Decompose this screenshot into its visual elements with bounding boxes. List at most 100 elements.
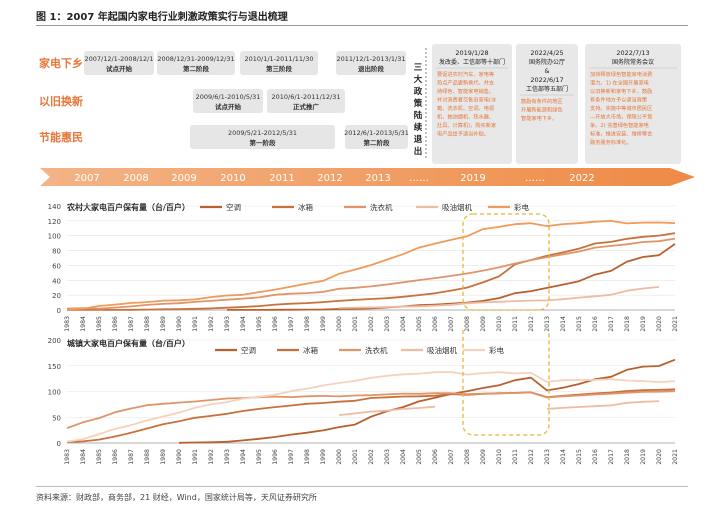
policy-text-line: 箱、洗衣机、空调、电视 bbox=[437, 104, 494, 112]
timeline-arrow bbox=[40, 168, 695, 186]
policy-text-line: 潜力。1) 在全国开展家电 bbox=[590, 79, 649, 87]
policy-note-box: 2019/1/28发改委、工信部等十部门要促进农村汽车、家电等热点产品更新换代，… bbox=[432, 44, 512, 164]
x-tick-label: 2014 bbox=[560, 449, 567, 465]
x-tick-label: 2007 bbox=[448, 449, 455, 465]
policy-text-line: 并对消费者交售旧家电(冰 bbox=[437, 96, 497, 104]
x-tick-label: 1988 bbox=[144, 449, 151, 465]
x-tick-label: 1983 bbox=[64, 316, 71, 332]
x-tick-label: 1987 bbox=[128, 316, 135, 332]
x-tick-label: 2005 bbox=[416, 449, 423, 465]
x-tick-label: 2008 bbox=[464, 316, 471, 332]
source-divider bbox=[36, 486, 688, 487]
y-tick-label: 140 bbox=[48, 203, 61, 211]
x-tick-label: 1992 bbox=[208, 316, 215, 332]
timeline-year-label: 2012 bbox=[317, 173, 342, 184]
x-tick-label: 2011 bbox=[512, 449, 519, 465]
phase-name: 试点开始 bbox=[215, 102, 242, 111]
y-tick-label: 50 bbox=[52, 414, 61, 422]
x-tick-label: 1999 bbox=[320, 316, 327, 332]
policy-agency: 国务院办公厅 bbox=[529, 58, 565, 66]
policy-text-line: 争。2) 完善绿色智能家电 bbox=[590, 121, 649, 129]
timeline-year-label: 2022 bbox=[569, 173, 594, 184]
x-tick-label: 2009 bbox=[480, 449, 487, 465]
x-tick-label: 1994 bbox=[240, 316, 247, 332]
policy-text-line: 以旧换新和家电下乡，鼓励 bbox=[590, 87, 652, 95]
y-tick-label: 40 bbox=[52, 277, 61, 285]
legend-label: 冰箱 bbox=[298, 202, 313, 212]
x-tick-label: 1986 bbox=[112, 316, 119, 332]
x-tick-label: 2012 bbox=[528, 449, 535, 465]
phase-box-bg bbox=[336, 51, 406, 75]
policy-agency: 国务院常务会议 bbox=[612, 58, 654, 66]
x-tick-label: 1989 bbox=[160, 316, 167, 332]
timeline-year-label: 2010 bbox=[220, 173, 245, 184]
phase-box-bg bbox=[267, 89, 345, 113]
phase-box-bg bbox=[84, 51, 154, 75]
timeline-row-label: 以旧换新 bbox=[39, 94, 83, 108]
policy-text-line: 电产品给予适当补贴。 bbox=[437, 130, 489, 138]
phase-name: 正式推广 bbox=[293, 102, 320, 111]
policy-date: 2022/6/17 bbox=[530, 76, 563, 84]
x-tick-label: 2003 bbox=[384, 316, 391, 332]
legend-label: 冰箱 bbox=[303, 345, 318, 355]
timeline-year-label: 2008 bbox=[123, 173, 148, 184]
urban-appliance-chart: 城镇大家电百户保有量（台/百户） 0 50 100 150 200 1983 1984 1985… bbox=[48, 330, 679, 465]
series-line-4 bbox=[66, 371, 676, 443]
policy-text-line: 灶具、计算机)，购买新家 bbox=[437, 121, 496, 129]
x-tick-label: 2014 bbox=[560, 316, 567, 332]
legend-label: 洗衣机 bbox=[365, 345, 388, 355]
policy-text-line: 热点产品更新换代，并支 bbox=[437, 79, 494, 87]
figure-title: 图 1：2007 年起国内家电行业刺激政策实行与退出梳理 bbox=[36, 12, 288, 23]
phase-box-bg bbox=[345, 125, 408, 149]
y-tick-label: 0 bbox=[57, 307, 61, 315]
policy-note-box: 2022/4/25国务院办公厅&2022/6/17工信部等五部门鼓励有条件的地区… bbox=[516, 44, 578, 164]
x-tick-label: 2003 bbox=[384, 449, 391, 465]
timeline-year-label: …… bbox=[409, 173, 429, 184]
x-tick-label: 1992 bbox=[208, 449, 215, 465]
y-tick-label: 100 bbox=[48, 233, 61, 241]
x-tick-label: 2007 bbox=[448, 316, 455, 332]
x-tick-label: 2008 bbox=[464, 449, 471, 465]
x-tick-label: 2012 bbox=[528, 316, 535, 332]
series-line-1 bbox=[67, 232, 676, 311]
x-tick-label: 1990 bbox=[176, 316, 183, 332]
x-tick-label: 1989 bbox=[160, 449, 167, 465]
legend-label: 洗衣机 bbox=[370, 202, 393, 212]
timeline-year-label: 2011 bbox=[269, 173, 294, 184]
chart-title: 城镇大家电百户保有量（台/百户） bbox=[67, 338, 190, 348]
policy-text-line: 持绿色、智能家电销售。 bbox=[437, 87, 494, 95]
x-tick-label: 2010 bbox=[496, 316, 503, 332]
policy-date: 2022/4/25 bbox=[530, 49, 563, 57]
phase-date: 2010/1/1-2011/11/30 bbox=[244, 55, 313, 63]
x-tick-label: 2021 bbox=[672, 316, 679, 332]
x-tick-label: 2010 bbox=[496, 449, 503, 465]
x-tick-label: 2006 bbox=[432, 316, 439, 332]
phase-date: 2007/12/1-2008/12/1 bbox=[84, 55, 153, 63]
x-tick-label: 2004 bbox=[400, 316, 407, 332]
phase-name: 第三阶段 bbox=[266, 64, 293, 73]
policy-timeline: 家电下乡 2007/12/1-2008/12/1试点开始2008/12/31-20… bbox=[39, 44, 695, 186]
x-tick-label: 1991 bbox=[192, 449, 199, 465]
timeline-year-label: 2007 bbox=[74, 173, 99, 184]
x-tick-label: 1996 bbox=[272, 449, 279, 465]
rural-appliance-chart: 农村大家电百户保有量（台/百户） 0 20 40 60 80 100 120 140 1983 19… bbox=[48, 202, 679, 332]
x-tick-label: 1987 bbox=[128, 449, 135, 465]
x-tick-label: 2000 bbox=[336, 316, 343, 332]
y-tick-label: 200 bbox=[48, 337, 61, 345]
timeline-year-label: 2009 bbox=[171, 173, 196, 184]
x-tick-label: 1997 bbox=[288, 449, 295, 465]
timeline-year-label: …… bbox=[525, 173, 545, 184]
legend-label: 彩电 bbox=[514, 202, 529, 212]
phase-box-bg bbox=[240, 51, 318, 75]
legend-label: 彩电 bbox=[489, 345, 504, 355]
phase-name: 退出阶段 bbox=[358, 64, 385, 73]
x-tick-label: 1988 bbox=[144, 316, 151, 332]
phase-box-bg bbox=[193, 89, 263, 113]
phase-box-bg bbox=[190, 125, 335, 149]
x-tick-label: 2015 bbox=[576, 316, 583, 332]
